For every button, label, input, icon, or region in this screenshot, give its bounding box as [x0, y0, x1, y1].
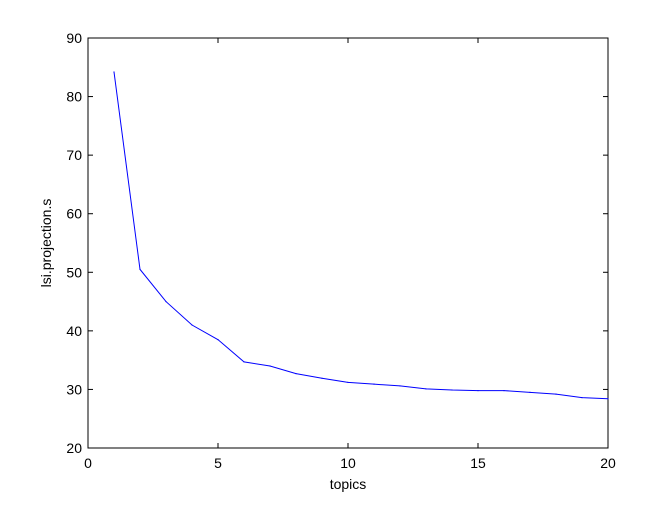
data-point — [347, 381, 349, 383]
x-axis-label: topics — [330, 476, 367, 492]
y-tick-label: 30 — [66, 381, 82, 397]
data-point — [607, 398, 609, 400]
data-point — [529, 391, 531, 393]
axes-ticks — [87, 37, 609, 449]
data-point — [425, 388, 427, 390]
data-point — [165, 300, 167, 303]
data-point — [243, 361, 245, 363]
data-point — [399, 385, 401, 387]
series-line — [113, 71, 609, 400]
data-point — [581, 397, 583, 399]
data-point — [139, 268, 141, 270]
tick-labels: 0 5 10 15 20 20 30 40 50 60 70 80 90 — [66, 30, 616, 471]
data-point — [373, 383, 375, 385]
x-tick-label: 15 — [470, 455, 486, 471]
data-point — [191, 324, 193, 326]
data-point — [477, 390, 479, 392]
data-point — [321, 377, 323, 379]
y-tick-label: 70 — [66, 147, 82, 163]
y-tick-label: 80 — [66, 89, 82, 105]
data-point — [269, 365, 271, 367]
y-axis-label: lsi.projection.s — [38, 199, 54, 288]
x-tick-label: 20 — [600, 455, 616, 471]
y-tick-label: 20 — [66, 440, 82, 456]
data-point — [555, 393, 557, 395]
series-layer — [113, 71, 609, 400]
data-point — [295, 373, 297, 375]
y-tick-label: 50 — [66, 264, 82, 280]
data-point — [503, 390, 505, 392]
x-tick-label: 0 — [84, 455, 92, 471]
x-tick-label: 10 — [340, 455, 356, 471]
plot-area — [87, 37, 609, 449]
y-tick-label: 60 — [66, 206, 82, 222]
y-tick-label: 90 — [66, 30, 82, 46]
y-tick-label: 40 — [66, 323, 82, 339]
x-tick-label: 5 — [214, 455, 222, 471]
data-point — [113, 71, 115, 73]
data-point — [217, 339, 219, 341]
data-point — [451, 389, 453, 391]
